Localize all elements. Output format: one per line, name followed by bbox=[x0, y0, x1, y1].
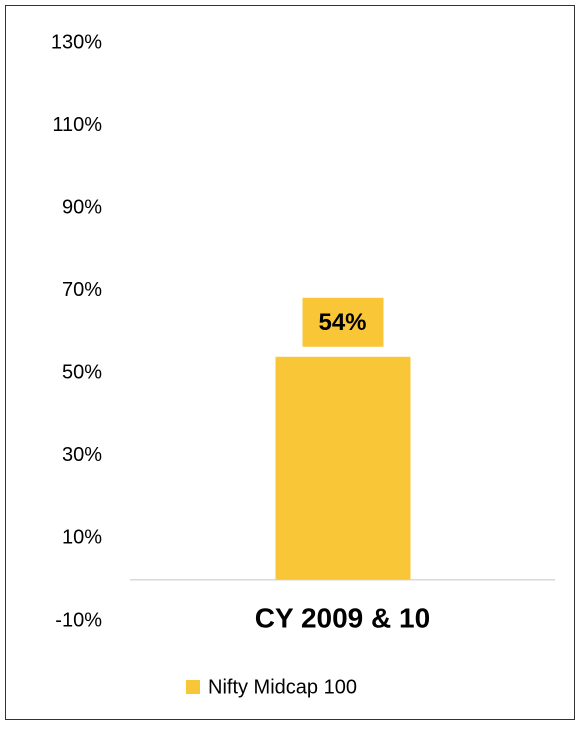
legend-swatch bbox=[186, 680, 200, 694]
y-tick-label: 10% bbox=[62, 527, 102, 549]
y-tick-label: -10% bbox=[55, 609, 102, 631]
bar bbox=[275, 356, 411, 580]
data-label-box bbox=[302, 297, 384, 347]
y-tick-label: 50% bbox=[62, 362, 102, 384]
x-tick-label: CY 2009 & 10 bbox=[255, 602, 430, 633]
y-tick-label: 130% bbox=[51, 31, 102, 53]
legend-label: Nifty Midcap 100 bbox=[208, 676, 357, 698]
y-tick-label: 30% bbox=[62, 444, 102, 466]
y-tick-label: 90% bbox=[62, 196, 102, 218]
data-label: 54% bbox=[318, 309, 366, 336]
y-tick-label: 110% bbox=[52, 114, 102, 136]
y-tick-label: 70% bbox=[62, 279, 102, 301]
